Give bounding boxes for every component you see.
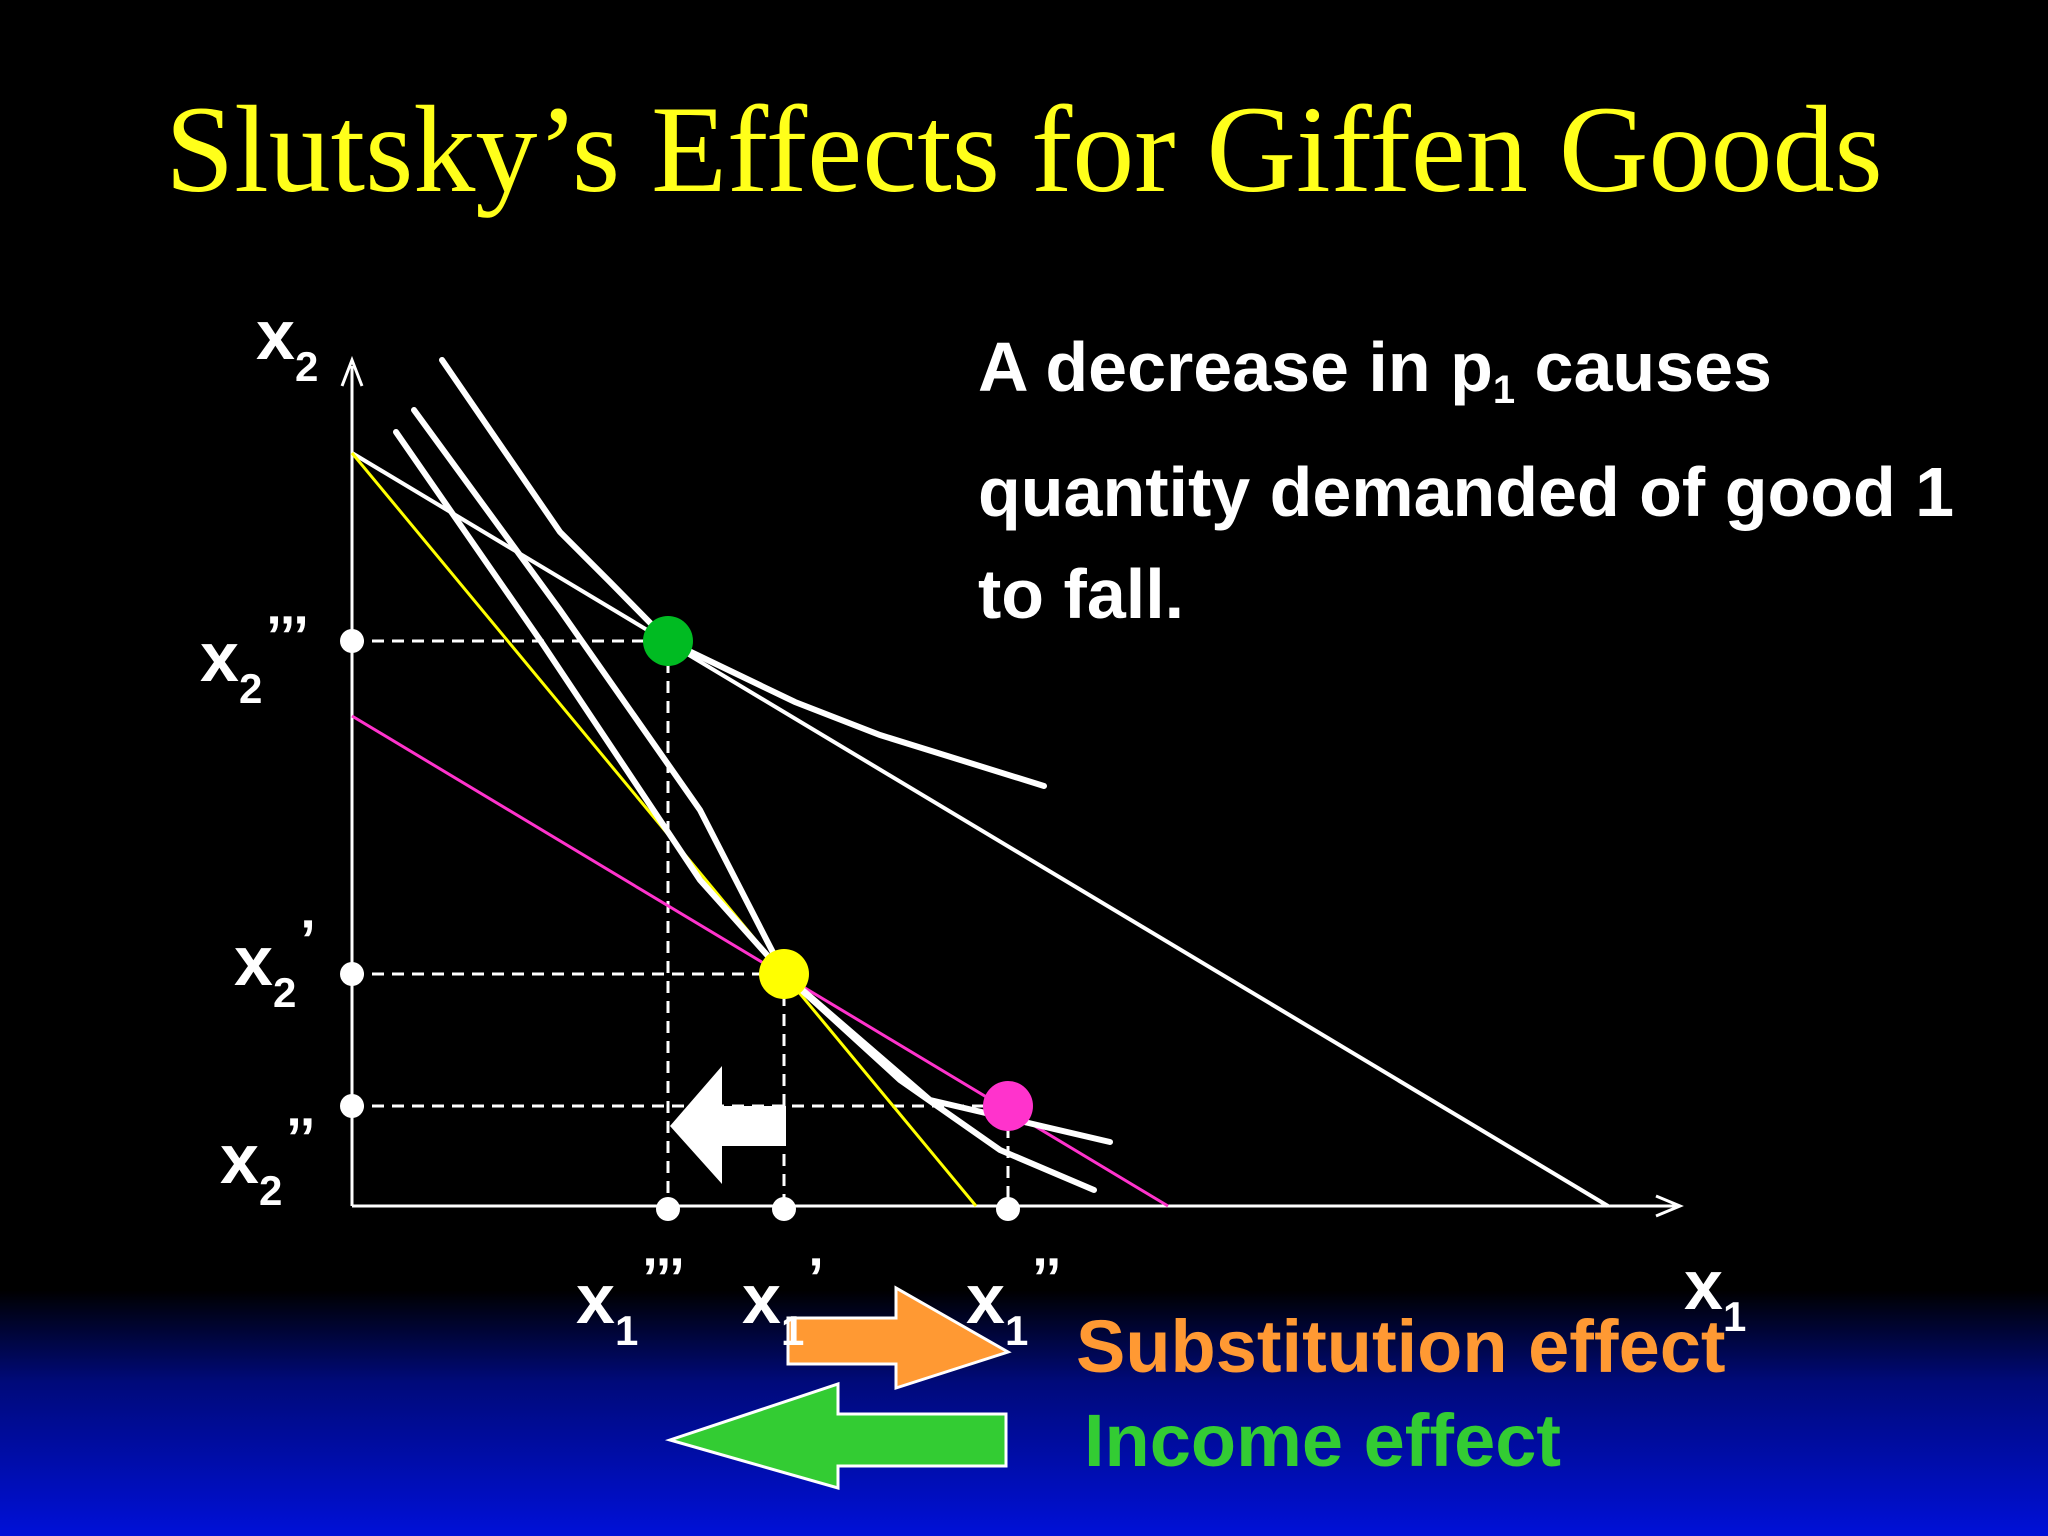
- y-tick-label-x2-double: x2’’: [220, 1106, 316, 1214]
- tick-dot-x2-single: [340, 962, 364, 986]
- slide-title: Slutsky’s Effects for Giffen Goods: [165, 81, 1883, 218]
- indifference-curve-lower: [393, 429, 1097, 1193]
- final-budget-line: [350, 451, 1610, 1208]
- y-axis-arrowhead: [340, 355, 364, 387]
- x-axis-label: x1: [1684, 1246, 1747, 1340]
- description-text: A decrease in p1 causes quantity demande…: [978, 328, 1955, 633]
- income-effect-arrow: [664, 1381, 1008, 1490]
- y-tick-label-x2-single: x2’: [234, 908, 316, 1016]
- indifference-curves: [393, 357, 1113, 1193]
- tick-dot-x2-triple: [340, 629, 364, 653]
- y-tick-label-x2-triple: x2’’’: [200, 604, 309, 712]
- income-effect-label: Income effect: [1084, 1399, 1562, 1482]
- tick-dot-x1-double: [996, 1197, 1020, 1221]
- y-axis-label: x2: [256, 296, 319, 390]
- net-effect-arrow: [670, 1066, 786, 1184]
- x-axis-arrowhead: [1655, 1194, 1684, 1218]
- substitution-effect-label: Substitution effect: [1076, 1305, 1726, 1388]
- bundle-compensated-point: [983, 1081, 1033, 1131]
- tick-dot-x2-double: [340, 1094, 364, 1118]
- tick-dots: [340, 629, 1020, 1221]
- bundle-final-point: [643, 616, 693, 666]
- substitution-effect-arrow: [786, 1285, 1012, 1391]
- x-tick-label-x1-single: x1’: [742, 1246, 824, 1354]
- x-tick-label-x1-double: x1’’: [966, 1246, 1062, 1354]
- indifference-curve-middle: [411, 407, 1113, 1145]
- bundle-original-point: [759, 949, 809, 999]
- x-tick-label-x1-triple: x1’’’: [576, 1246, 685, 1354]
- tick-dot-x1-triple: [656, 1197, 680, 1221]
- tick-dot-x1-single: [772, 1197, 796, 1221]
